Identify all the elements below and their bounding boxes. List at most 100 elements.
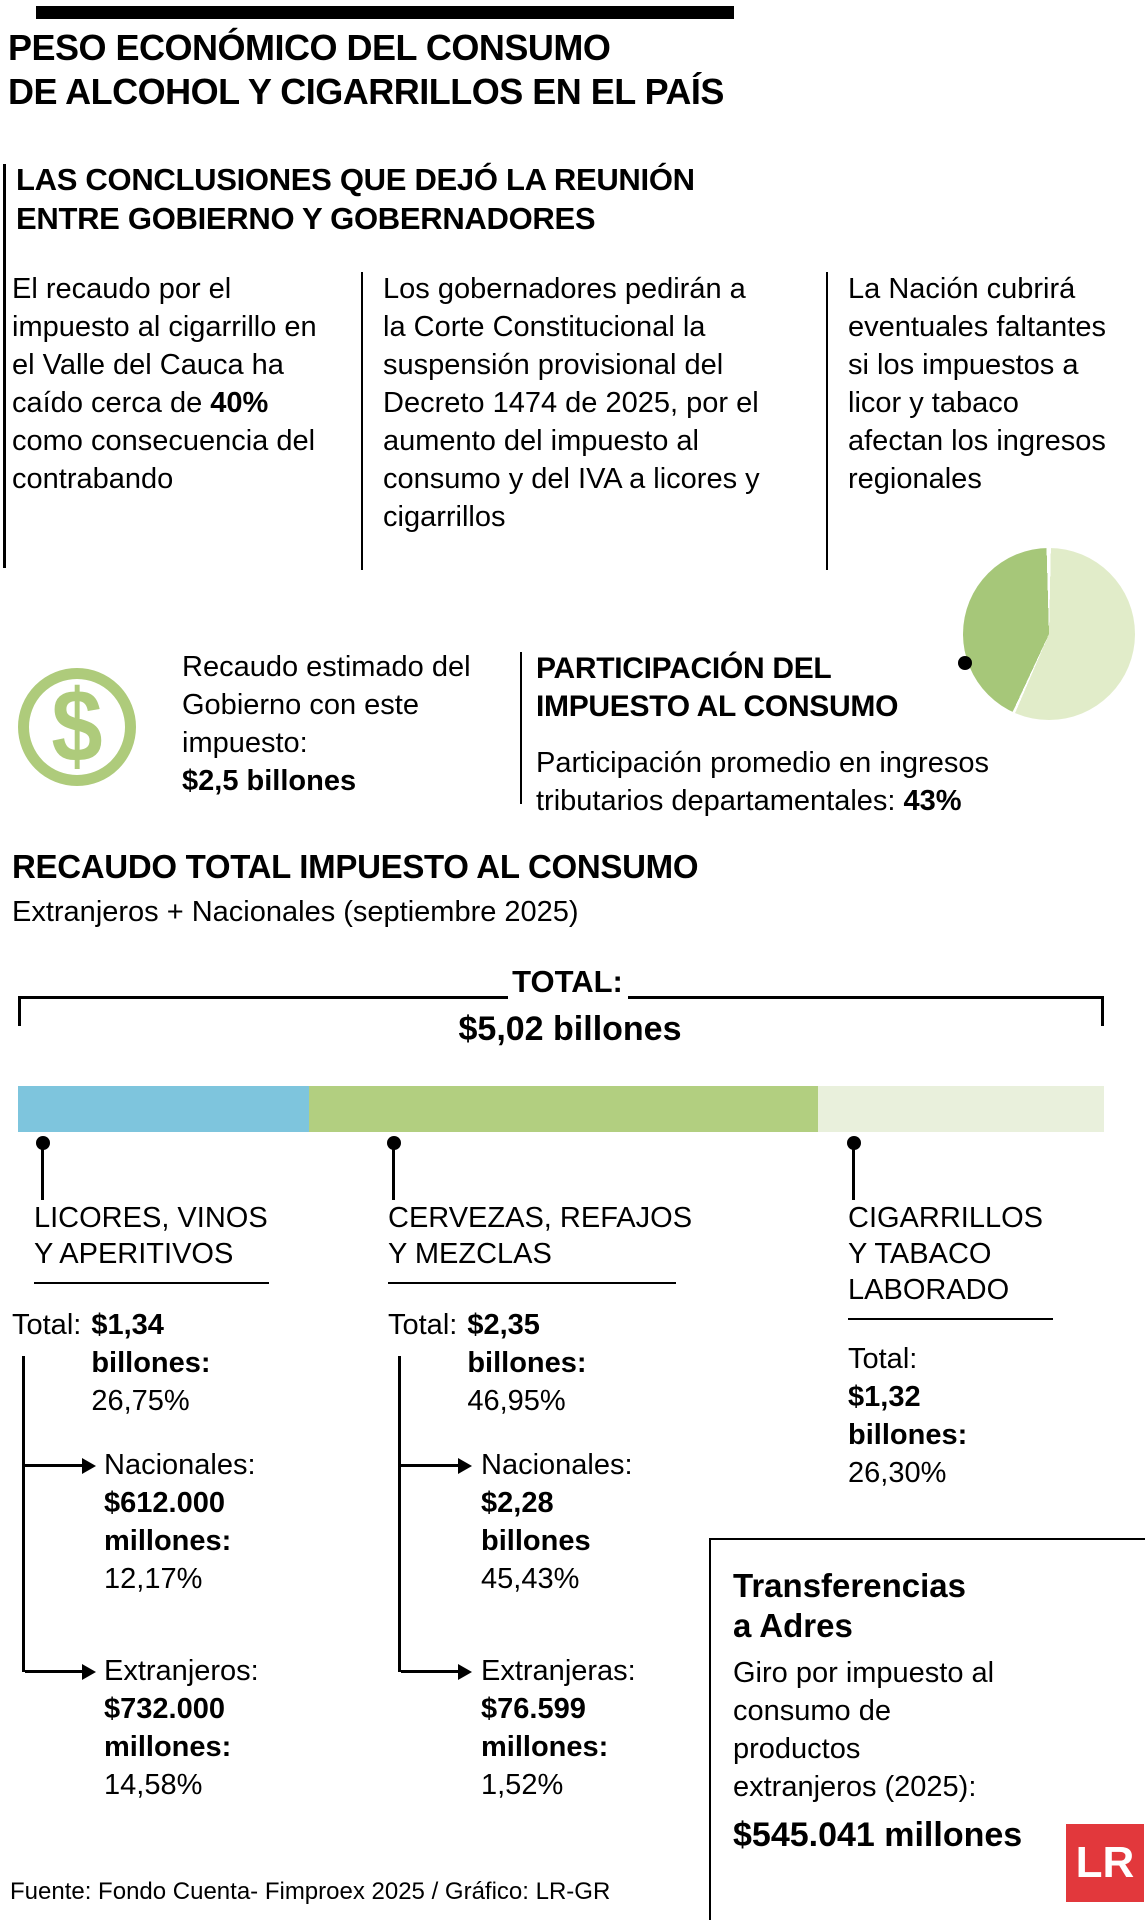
child-value: $612.000 bbox=[104, 1487, 225, 1519]
dollar-glyph: $ bbox=[51, 669, 103, 785]
conclusion-1-text: El recaudo por el impuesto al cigarrillo… bbox=[12, 273, 317, 419]
conclusion-item-3: La Nación cubrirá eventuales faltantes s… bbox=[848, 273, 1106, 495]
child-value: $2,28 bbox=[481, 1487, 554, 1519]
column-divider-2 bbox=[826, 272, 828, 570]
total-label-licores: Total: bbox=[12, 1309, 82, 1341]
conclusions-heading-line-2: ENTRE GOBIERNO Y GOBERNADORES bbox=[16, 201, 596, 236]
transfer-value: $545.041 millones bbox=[733, 1816, 1023, 1854]
tree-branch-licores-nacionales bbox=[25, 1458, 96, 1474]
total-value: $5,02 billones bbox=[458, 1010, 682, 1048]
total-unit-licores: billones: bbox=[91, 1347, 211, 1379]
child-cervezas-extranjeras: Extranjeras: $76.599 millones: 1,52% bbox=[481, 1652, 636, 1804]
estimate-divider bbox=[520, 652, 522, 804]
total-pct-cigarrillos: 26,30% bbox=[848, 1457, 947, 1489]
category-title-cervezas-line-1: CERVEZAS, REFAJOS bbox=[388, 1202, 693, 1234]
conclusions-heading: LAS CONCLUSIONES QUE DEJÓ LA REUNIÓN ENT… bbox=[16, 160, 916, 238]
leader-line-cigarrillos bbox=[852, 1148, 855, 1200]
category-title-licores-line-1: LICORES, VINOS bbox=[34, 1202, 268, 1234]
title-line-2: DE ALCOHOL Y CIGARRILLOS EN EL PAÍS bbox=[8, 71, 724, 112]
child-label: Nacionales: bbox=[104, 1449, 256, 1481]
participation-desc-value: 43% bbox=[903, 785, 962, 817]
stacked-bar bbox=[18, 1086, 1104, 1132]
category-title-cigarrillos-line-2: Y TABACO bbox=[848, 1238, 992, 1270]
tree-line-licores bbox=[22, 1356, 25, 1672]
category-total-cervezas: Total: $2,35 billones: 46,95% bbox=[388, 1306, 587, 1420]
bar-segment-cervezas bbox=[308, 1086, 819, 1132]
participation-heading-line-1: PARTICIPACIÓN DEL bbox=[536, 652, 832, 685]
pie-chart bbox=[963, 548, 1135, 720]
participation-desc: Participación promedio en ingresos tribu… bbox=[536, 744, 1046, 820]
child-cervezas-nacionales: Nacionales: $2,28 billones 45,43% bbox=[481, 1446, 633, 1598]
child-pct: 14,58% bbox=[104, 1769, 203, 1801]
tree-line-cervezas bbox=[398, 1356, 401, 1672]
conclusions-heading-line-1: LAS CONCLUSIONES QUE DEJÓ LA REUNIÓN bbox=[16, 162, 695, 197]
category-title-cervezas-line-2: Y MEZCLAS bbox=[388, 1238, 552, 1270]
bracket-right bbox=[628, 996, 1104, 1026]
conclusions-left-rule bbox=[3, 164, 6, 568]
child-licores-nacionales: Nacionales: $612.000 millones: 12,17% bbox=[104, 1446, 256, 1598]
child-label: Extranjeros: bbox=[104, 1655, 259, 1687]
leader-line-cervezas bbox=[392, 1148, 395, 1200]
category-title-cigarrillos-line-3: LABORADO bbox=[848, 1274, 1010, 1306]
category-title-licores-line-2: Y APERITIVOS bbox=[34, 1238, 234, 1270]
callout-dot-licores bbox=[36, 1136, 50, 1150]
conclusion-1-text-end: como consecuencia del contrabando bbox=[12, 425, 316, 495]
bar-segment-cigarrillos bbox=[818, 1086, 1104, 1132]
bar-segment-licores bbox=[18, 1086, 309, 1132]
child-label: Nacionales: bbox=[481, 1449, 633, 1481]
total-unit-cigarrillos: billones: bbox=[848, 1419, 968, 1451]
total-pct-cervezas: 46,95% bbox=[467, 1385, 566, 1417]
conclusion-1-bold: 40% bbox=[210, 387, 269, 419]
participation-heading: PARTICIPACIÓN DEL IMPUESTO AL CONSUMO bbox=[536, 650, 956, 726]
callout-dot-cervezas bbox=[387, 1136, 401, 1150]
transfer-title-line-2: a Adres bbox=[733, 1607, 853, 1644]
transfer-title-line-1: Transferencias bbox=[733, 1567, 966, 1604]
total-value-licores: $1,34 bbox=[91, 1309, 164, 1341]
total-value-cigarrillos: $1,32 bbox=[848, 1381, 921, 1413]
category-total-cigarrillos: Total: $1,32 billones: 26,30% bbox=[848, 1340, 967, 1492]
total-label: TOTAL: bbox=[512, 964, 623, 999]
child-unit: billones bbox=[481, 1525, 591, 1557]
child-value: $732.000 bbox=[104, 1693, 225, 1725]
tree-branch-licores-extranjeros bbox=[25, 1664, 96, 1680]
total-unit-cervezas: billones: bbox=[467, 1347, 587, 1379]
estimate-text: Recaudo estimado del Gobierno con este i… bbox=[182, 648, 482, 800]
title-line-1: PESO ECONÓMICO DEL CONSUMO bbox=[8, 27, 611, 68]
transfer-box: Transferencias a Adres Giro por impuesto… bbox=[709, 1538, 1145, 1920]
pie-callout-dot bbox=[958, 656, 972, 670]
dollar-icon: $ bbox=[18, 668, 136, 786]
child-pct: 1,52% bbox=[481, 1769, 564, 1801]
total-label-cigarrillos: Total: bbox=[848, 1343, 918, 1375]
child-label: Extranjeras: bbox=[481, 1655, 636, 1687]
conclusion-item-2: Los gobernadores pedirán a la Corte Cons… bbox=[383, 273, 760, 533]
child-pct: 12,17% bbox=[104, 1563, 203, 1595]
recaudo-subheading: Extranjeros + Nacionales (septiembre 202… bbox=[12, 896, 579, 928]
bracket-left bbox=[18, 996, 508, 1026]
category-title-licores: LICORES, VINOS Y APERITIVOS bbox=[34, 1200, 269, 1284]
page-title: PESO ECONÓMICO DEL CONSUMO DE ALCOHOL Y … bbox=[8, 26, 908, 114]
child-unit: millones: bbox=[104, 1525, 232, 1557]
top-rule bbox=[36, 6, 734, 19]
estimate-value: $2,5 billones bbox=[182, 765, 357, 797]
total-label-cervezas: Total: bbox=[388, 1309, 458, 1341]
participation-heading-line-2: IMPUESTO AL CONSUMO bbox=[536, 690, 899, 723]
participation-desc-text: Participación promedio en ingresos tribu… bbox=[536, 747, 989, 817]
child-pct: 45,43% bbox=[481, 1563, 580, 1595]
estimate-label: Recaudo estimado del Gobierno con este i… bbox=[182, 651, 471, 759]
transfer-desc: Giro por impuesto al consumo de producto… bbox=[733, 1657, 995, 1803]
total-pct-licores: 26,75% bbox=[91, 1385, 190, 1417]
column-divider-1 bbox=[361, 272, 363, 570]
source-credit: Fuente: Fondo Cuenta- Fimproex 2025 / Gr… bbox=[10, 1878, 611, 1905]
child-value: $76.599 bbox=[481, 1693, 586, 1725]
leader-line-licores bbox=[41, 1148, 44, 1200]
child-licores-extranjeros: Extranjeros: $732.000 millones: 14,58% bbox=[104, 1652, 259, 1804]
recaudo-heading: RECAUDO TOTAL IMPUESTO AL CONSUMO bbox=[12, 848, 699, 885]
category-total-licores: Total: $1,34 billones: 26,75% bbox=[12, 1306, 211, 1420]
lr-logo: LR bbox=[1066, 1824, 1144, 1902]
conclusion-item-1: El recaudo por el impuesto al cigarrillo… bbox=[12, 270, 322, 498]
category-title-cigarrillos-line-1: CIGARRILLOS bbox=[848, 1202, 1043, 1234]
category-title-cigarrillos: CIGARRILLOS Y TABACO LABORADO bbox=[848, 1200, 1053, 1320]
callout-dot-cigarrillos bbox=[847, 1136, 861, 1150]
tree-branch-cervezas-extranjeras bbox=[401, 1664, 472, 1680]
